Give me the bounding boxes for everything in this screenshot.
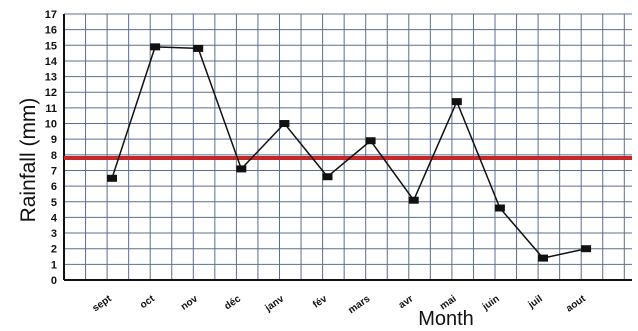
y-tick-label-17: 17 bbox=[45, 9, 57, 21]
data-point-déc bbox=[236, 165, 247, 173]
x-tick-label-fév: fév bbox=[311, 293, 330, 311]
x-axis-title: Month bbox=[418, 308, 474, 330]
y-tick-label-5: 5 bbox=[51, 197, 57, 209]
y-tick-label-9: 9 bbox=[51, 134, 57, 146]
y-tick-label-4: 4 bbox=[51, 212, 58, 224]
series-segment-5 bbox=[327, 140, 372, 178]
series-segment-1 bbox=[155, 46, 199, 50]
data-point-fév bbox=[322, 173, 333, 181]
series-segment-10 bbox=[542, 247, 587, 259]
series-segment-8 bbox=[456, 101, 501, 209]
grid-layer bbox=[63, 13, 632, 281]
y-tick-label-8: 8 bbox=[51, 150, 57, 162]
series-segment-3 bbox=[240, 123, 285, 170]
x-tick-label-mars: mars bbox=[346, 293, 372, 316]
y-tick-label-11: 11 bbox=[45, 103, 57, 115]
data-point-oct bbox=[150, 43, 161, 51]
y-tick-label-3: 3 bbox=[51, 228, 57, 240]
data-point-aout bbox=[581, 245, 592, 253]
data-point-janv bbox=[279, 120, 290, 128]
y-tick-label-1: 1 bbox=[51, 259, 57, 271]
series-segment-4 bbox=[283, 123, 329, 178]
data-point-avr bbox=[408, 196, 419, 204]
y-tick-label-12: 12 bbox=[45, 87, 57, 99]
x-tick-label-aout: aout bbox=[564, 293, 588, 315]
y-tick-label-16: 16 bbox=[45, 25, 57, 37]
data-point-mai bbox=[451, 98, 462, 106]
series-segment-0 bbox=[111, 46, 156, 179]
x-tick-label-avr: avr bbox=[397, 293, 416, 311]
data-point-juin bbox=[494, 204, 505, 212]
series-segment-7 bbox=[413, 101, 458, 201]
x-tick-label-janv: janv bbox=[263, 293, 287, 314]
y-tick-label-15: 15 bbox=[45, 40, 57, 52]
y-tick-label-13: 13 bbox=[45, 72, 57, 84]
series-segment-6 bbox=[369, 140, 415, 201]
y-tick-label-2: 2 bbox=[51, 244, 57, 256]
y-tick-label-10: 10 bbox=[45, 119, 57, 131]
y-tick-label-0: 0 bbox=[51, 275, 57, 287]
data-point-nov bbox=[193, 44, 204, 52]
x-tick-label-nov: nov bbox=[179, 293, 200, 312]
y-tick-label-6: 6 bbox=[51, 181, 57, 193]
x-tick-label-oct: oct bbox=[138, 293, 157, 311]
y-axis-title: Rainfall (mm) bbox=[17, 98, 40, 223]
data-point-sept bbox=[107, 174, 117, 182]
series-segment-2 bbox=[197, 48, 243, 170]
x-tick-label-sept: sept bbox=[91, 293, 115, 314]
x-tick-label-juil: juil bbox=[526, 293, 545, 311]
data-point-mars bbox=[365, 137, 376, 145]
series-segment-9 bbox=[499, 207, 544, 259]
axis-layer bbox=[63, 14, 632, 281]
data-point-juil bbox=[538, 254, 548, 262]
x-tick-label-déc: déc bbox=[223, 293, 244, 312]
marker-layer bbox=[107, 43, 592, 262]
y-tick-label-7: 7 bbox=[51, 165, 57, 177]
x-tick-label-juin: juin bbox=[480, 293, 502, 313]
y-tick-label-14: 14 bbox=[45, 56, 58, 68]
series-layer bbox=[64, 46, 632, 259]
